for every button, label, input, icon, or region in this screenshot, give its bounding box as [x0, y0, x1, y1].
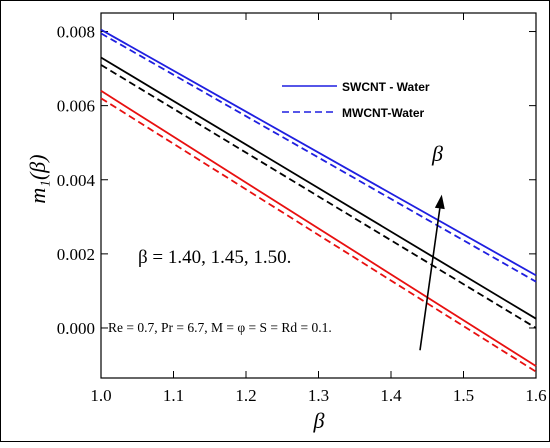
series-line-3	[100, 56, 537, 320]
axis-ticks: 1.0 1.1 1.2 1.3 1.4 1.5 1.6 0.000 0.002 0.004 0.00…	[57, 13, 547, 405]
y-tick-label: 0.006	[57, 97, 95, 116]
series-line-2	[100, 32, 537, 283]
x-tick-label: 1.4	[380, 386, 402, 405]
annotation-parameters: Re = 0.7, Pr = 6.7, M = φ = S = Rd = 0.1…	[108, 320, 332, 335]
arrow-label: β	[431, 141, 443, 166]
x-tick-label: 1.0	[90, 386, 111, 405]
y-axis-title: m₁(β)	[25, 154, 50, 203]
series-line-5	[100, 90, 537, 367]
x-tick-label: 1.6	[525, 386, 546, 405]
x-tick-label: 1.2	[235, 386, 256, 405]
legend-label-mwcnt: MWCNT-Water	[342, 106, 425, 120]
x-tick-label: 1.3	[308, 386, 329, 405]
x-tick-label: 1.1	[163, 386, 184, 405]
arrow-line	[419, 208, 441, 351]
y-tick-label: 0.008	[57, 23, 95, 42]
series-layer	[100, 28, 537, 373]
legend: SWCNT - Water MWCNT-Water	[282, 80, 430, 120]
x-axis-title: β	[313, 408, 325, 433]
y-tick-label: 0.004	[57, 171, 96, 190]
series-line-4	[100, 64, 537, 329]
x-tick-label: 1.5	[453, 386, 474, 405]
arrow-head	[434, 194, 445, 210]
series-line-6	[100, 97, 537, 373]
y-tick-label: 0.000	[57, 319, 95, 338]
annotation-beta-values: β = 1.40, 1.45, 1.50.	[138, 247, 291, 268]
series-line-1	[100, 28, 537, 277]
legend-label-swcnt: SWCNT - Water	[342, 80, 430, 94]
y-tick-label: 0.002	[57, 245, 95, 264]
beta-arrow: β	[419, 141, 445, 351]
